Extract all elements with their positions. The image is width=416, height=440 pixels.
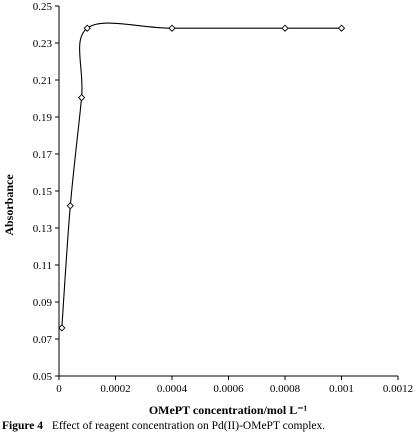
y-tick-label: 0.17 <box>33 149 53 161</box>
x-tick-label: 0.001 <box>329 383 354 395</box>
figure-caption: Figure 4 Effect of reagent concentration… <box>2 420 325 432</box>
y-tick-label: 0.19 <box>33 112 53 124</box>
x-tick-label: 0.0006 <box>213 383 244 395</box>
figure-caption-text: Effect of reagent concentration on Pd(II… <box>51 420 326 432</box>
y-tick-label: 0.15 <box>33 186 53 198</box>
y-tick-label: 0.21 <box>33 75 52 87</box>
data-point <box>77 93 86 102</box>
data-point <box>83 24 91 32</box>
data-point <box>66 202 74 210</box>
x-tick-label: 0.0012 <box>383 383 413 395</box>
y-tick-label: 0.05 <box>33 371 53 383</box>
x-tick-label: 0.0004 <box>157 383 188 395</box>
data-point <box>168 24 176 32</box>
y-tick-label: 0.23 <box>33 38 53 50</box>
x-axis-title: OMePT concentration/mol L⁻¹ <box>149 403 308 417</box>
series-line <box>61 22 342 328</box>
figure-caption-label: Figure 4 <box>2 420 43 432</box>
chart: 0.05 0.07 0.09 0.11 0.13 0.15 0.17 0.19 0.21 0.23… <box>2 1 413 417</box>
data-point <box>58 324 66 332</box>
plot-area: 0.05 0.07 0.09 0.11 0.13 0.15 0.17 0.19 0.21 0.23… <box>33 1 413 395</box>
x-tick-label: 0 <box>56 383 62 395</box>
y-tick-label: 0.07 <box>33 334 53 346</box>
data-point <box>281 24 289 32</box>
x-tick-label: 0.0008 <box>270 383 301 395</box>
y-tick-label: 0.11 <box>33 260 52 272</box>
y-axis-title: Absorbance <box>2 174 16 236</box>
y-tick-label: 0.13 <box>33 223 53 235</box>
data-point <box>337 24 346 32</box>
y-tick-label: 0.25 <box>33 1 53 13</box>
x-tick-label: 0.0002 <box>100 383 130 395</box>
y-tick-label: 0.09 <box>33 297 53 309</box>
